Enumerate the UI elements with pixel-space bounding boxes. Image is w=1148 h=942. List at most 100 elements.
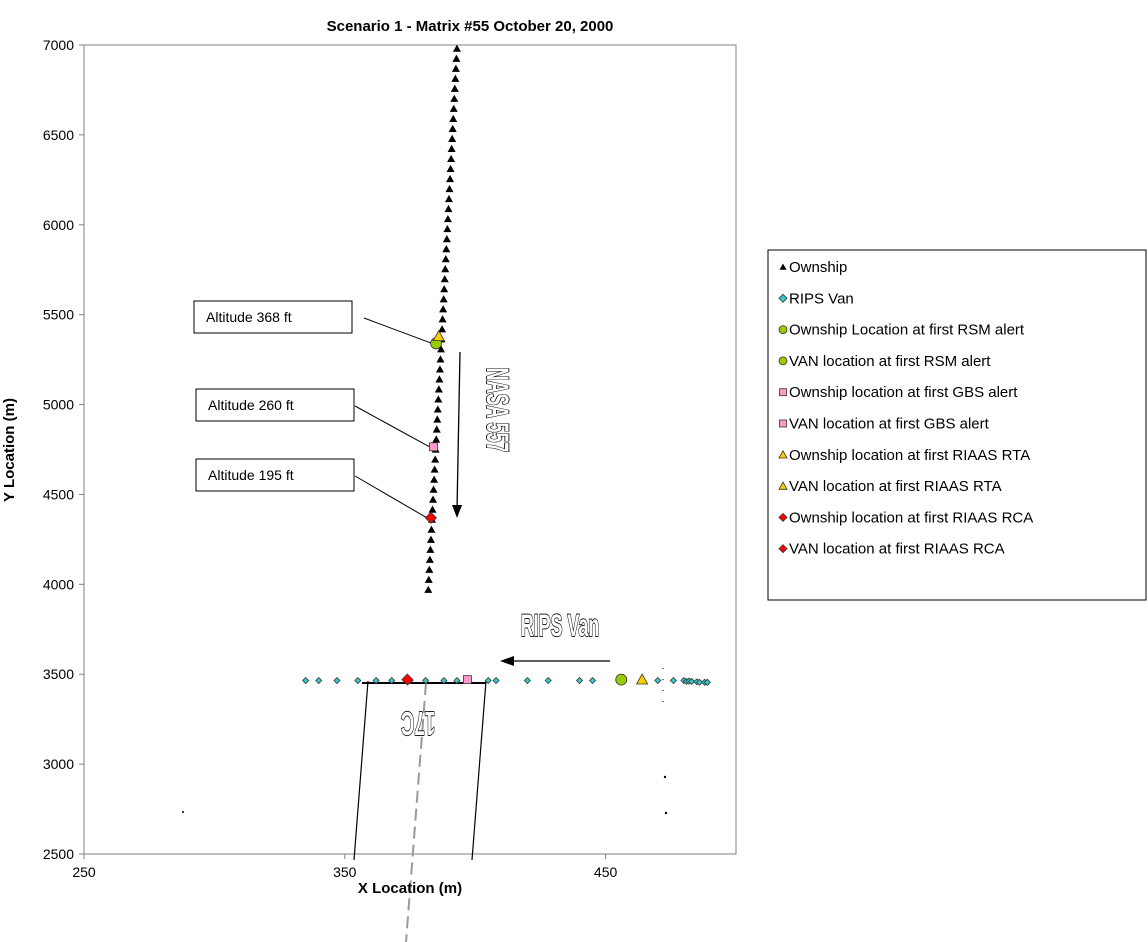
ownship-point	[424, 585, 433, 593]
ownship-point	[452, 44, 461, 52]
callout-leader-line	[354, 405, 430, 448]
ownship-location-at-first-riaas-rta-point	[432, 329, 445, 342]
legend-entry: Ownship location at first RIAAS RCA	[789, 509, 1033, 526]
ownship-point	[441, 255, 450, 263]
legend-marker	[778, 481, 788, 490]
ownship-point	[429, 485, 438, 493]
ownship-point	[447, 144, 456, 153]
ownship-point	[442, 234, 451, 243]
y-tick-label: 3000	[43, 756, 74, 772]
ownship-point	[424, 575, 433, 583]
legend-entry: VAN location at first RSM alert	[789, 353, 991, 370]
ownship-point	[440, 275, 449, 283]
x-axis-label: X Location (m)	[358, 880, 462, 897]
ownship-point	[443, 214, 452, 223]
ownship-point	[434, 385, 443, 393]
ownship-point	[447, 154, 456, 163]
rips-van-point	[654, 676, 662, 685]
ownship-point	[441, 265, 450, 273]
ownship-point	[431, 455, 440, 463]
rips-van-point	[354, 676, 362, 685]
legend-marker	[778, 356, 788, 366]
ownship-point	[445, 184, 454, 193]
aircraft-label: NASA 557	[480, 368, 514, 453]
legend-entry: Ownship location at first RIAAS RTA	[789, 447, 1030, 464]
ownship-point	[432, 435, 441, 443]
legend-marker	[778, 449, 788, 459]
ownship-point	[450, 94, 459, 102]
ownship-point	[433, 405, 442, 413]
axis-ticks: 2500 3000 3500 4000 4500 5000 5500 6000 6500 7000…	[43, 37, 618, 880]
ownship-point	[450, 84, 459, 92]
ownship-point	[435, 375, 444, 383]
y-tick-label: 3500	[43, 666, 74, 682]
legend-marker	[778, 544, 788, 554]
ownship-point	[432, 425, 441, 433]
ownship-point	[425, 555, 434, 563]
runway-centerline	[405, 682, 427, 942]
ownship-point	[452, 54, 461, 62]
ownship-point	[451, 64, 460, 72]
ownship-point	[433, 415, 442, 423]
rips-van-point	[372, 676, 380, 685]
rips-van-point	[669, 676, 677, 685]
callout-leader-line	[354, 475, 428, 519]
ownship-location-at-first-gbs-alert-point	[429, 442, 438, 452]
y-tick-label: 4000	[43, 576, 74, 592]
rips-van-point	[695, 678, 704, 686]
ownship-point	[439, 295, 448, 303]
legend-box	[767, 249, 1147, 601]
runway-left-edge	[353, 680, 369, 861]
ownship-point	[434, 395, 443, 403]
rips-van-point	[315, 676, 323, 685]
plot-area	[83, 44, 737, 855]
rips-van-point	[688, 677, 696, 685]
ownship-point	[435, 365, 444, 373]
y-tick-label: 6500	[43, 127, 74, 143]
ownship-point	[438, 315, 447, 323]
ownship-point	[449, 114, 458, 122]
ownship-point	[426, 545, 435, 553]
y-tick-label: 6000	[43, 217, 74, 233]
van-location-at-first-riaas-rta-point	[635, 673, 649, 685]
legend-entry: RIPS Van	[789, 290, 854, 307]
callout-box	[195, 388, 355, 422]
rips-van-point	[575, 676, 584, 685]
rips-van-point	[703, 678, 711, 686]
ownship-point	[430, 465, 439, 473]
rips-van-point	[588, 676, 597, 685]
rips-van-point	[453, 676, 461, 685]
ownship-point	[437, 345, 446, 353]
data-marks	[302, 44, 711, 686]
legend-marker	[778, 325, 788, 335]
rips-van-point	[544, 676, 552, 685]
ownship-point	[446, 174, 455, 183]
x-tick-label: 350	[333, 864, 357, 880]
legend-entry: VAN location at first RIAAS RCA	[789, 541, 1005, 558]
ownship-point	[448, 134, 457, 142]
legend-entry: Ownship	[789, 259, 847, 276]
y-tick-label: 4500	[43, 486, 74, 502]
y-tick-label: 2500	[43, 846, 74, 862]
ownship-point	[444, 204, 453, 213]
rips-van-point	[523, 676, 531, 685]
callout-box	[193, 300, 353, 334]
legend: Ownship RIPS Van Ownship Location at first…	[767, 249, 1147, 601]
legend-entry: VAN location at first GBS alert	[789, 416, 990, 433]
runway-right-edge	[471, 680, 487, 861]
ownship-point	[428, 505, 437, 513]
legend-marker	[779, 388, 787, 397]
x-tick-label: 250	[72, 864, 96, 880]
legend-marker	[778, 293, 788, 303]
van-location-at-first-rsm-alert-point	[615, 673, 628, 686]
y-tick-label: 7000	[43, 37, 74, 53]
legend-marker	[778, 512, 788, 522]
aircraft-direction-arrow	[456, 351, 461, 511]
ownship-location-at-first-riaas-rca-point	[424, 511, 437, 524]
callout-leader-line	[363, 317, 433, 344]
ownship-point	[430, 475, 439, 483]
ownship-point	[427, 525, 436, 533]
ownship-point	[446, 164, 455, 173]
van-location-at-first-gbs-alert-point	[462, 675, 472, 685]
rips-van-point	[388, 676, 396, 685]
